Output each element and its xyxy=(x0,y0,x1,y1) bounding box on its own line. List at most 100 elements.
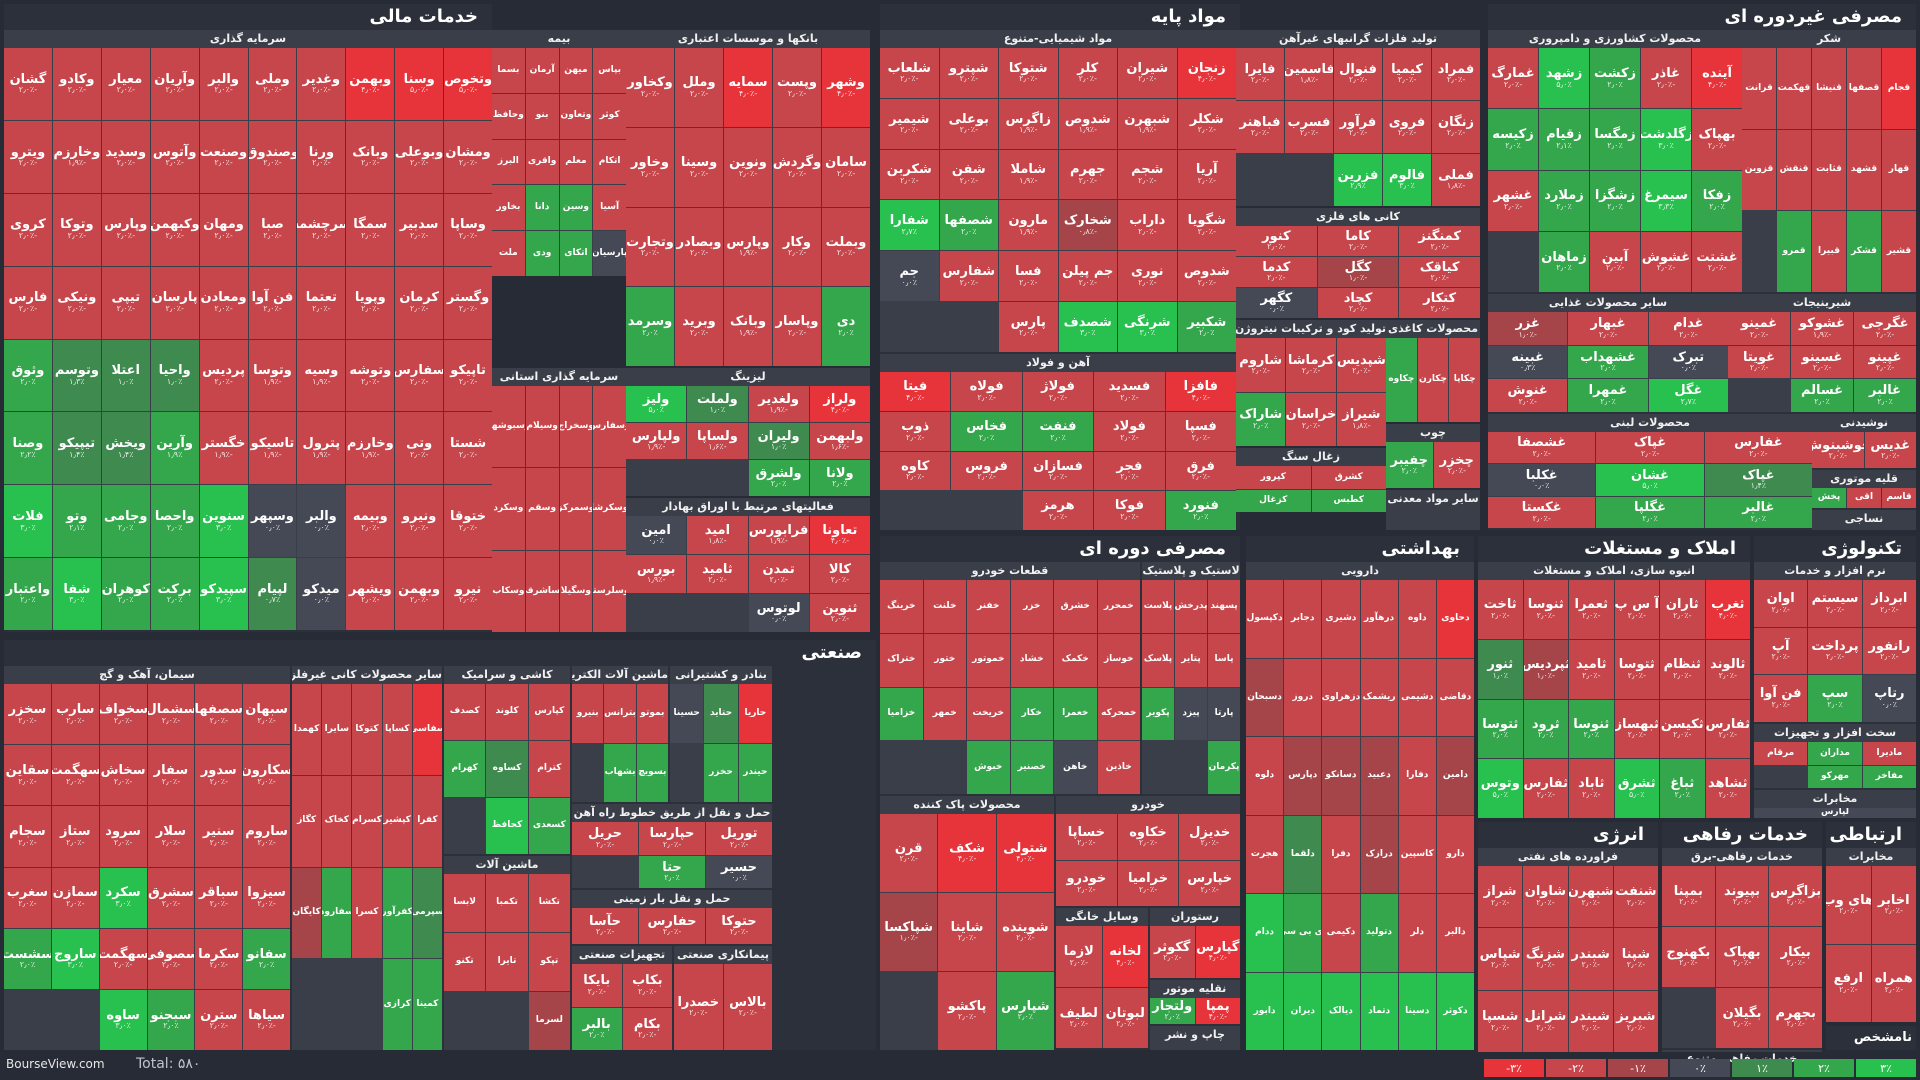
stock-tile[interactable]: خکار۲٫۰٪ xyxy=(1010,687,1053,741)
stock-tile[interactable]: بترانس-۲٫۰٪ xyxy=(604,684,636,743)
stock-tile[interactable]: سفار -۲٫۰٪ xyxy=(147,745,195,806)
stock-tile[interactable]: وملی -۲٫۰٪ xyxy=(248,48,297,120)
stock-tile[interactable]: کمنگنز -۲٫۰٪ xyxy=(1399,226,1480,256)
stock-tile[interactable]: پارتا۰٫۰٪ xyxy=(1208,687,1240,741)
stock-tile[interactable]: شاوان -۲٫۰٪ xyxy=(1523,866,1568,928)
stock-tile[interactable]: خبوش۲٫۰٪ xyxy=(967,741,1010,794)
stock-tile[interactable]: تیپی -۲٫۰٪ xyxy=(101,266,150,339)
stock-tile[interactable]: سترن -۲٫۰٪ xyxy=(195,989,243,1050)
stock-tile[interactable]: فوکا -۲٫۰٪ xyxy=(1094,491,1165,530)
stock-tile[interactable]: دتماد۳٫۱٪ xyxy=(1360,972,1398,1050)
stock-tile[interactable]: فروی -۲٫۰٪ xyxy=(1383,101,1431,153)
stock-tile[interactable]: کالا -۲٫۰٪ xyxy=(809,555,870,593)
stock-tile[interactable]: پاسا-۲٫۰٪ xyxy=(1208,633,1240,687)
stock-tile[interactable]: غپاک ۱٫۴٪ xyxy=(1704,464,1812,496)
stock-tile[interactable]: قاسم-۲٫۰٪ xyxy=(1882,488,1916,508)
stock-tile[interactable]: پلاست-۲٫۰٪ xyxy=(1142,580,1174,633)
stock-tile[interactable]: شپارس ۲٫۰٪ xyxy=(996,972,1054,1050)
stock-tile[interactable]: دی بی سی۲٫۰٪ xyxy=(1284,894,1322,972)
stock-tile[interactable]: ودی۲٫۰٪ xyxy=(525,231,559,276)
stock-tile[interactable]: سامان -۲٫۰٪ xyxy=(822,127,870,207)
stock-tile[interactable]: لخانه -۴٫۰٪ xyxy=(1102,926,1148,987)
stock-tile[interactable]: وسلرستا-۱٫۹٪ xyxy=(593,550,626,632)
stock-tile[interactable]: سپرمی۱٫۰٪ xyxy=(412,867,442,959)
stock-tile[interactable]: قشکر۲٫۰٪ xyxy=(1847,211,1881,292)
stock-tile[interactable]: غسینو -۲٫۰٪ xyxy=(1791,345,1853,379)
stock-tile[interactable]: غالبر ۲٫۰٪ xyxy=(1854,379,1916,412)
stock-tile[interactable]: زاگرس -۱٫۹٪ xyxy=(999,98,1058,149)
stock-tile[interactable]: آینده -۴٫۰٪ xyxy=(1692,48,1742,109)
stock-tile[interactable]: هرمز -۲٫۰٪ xyxy=(1022,491,1094,530)
stock-tile[interactable]: تبرک ۰٫۰٪ xyxy=(1648,345,1728,379)
stock-tile[interactable]: کفرا-۲٫۰٪ xyxy=(412,775,442,867)
stock-tile[interactable]: ملت-۲٫۰٪ xyxy=(492,231,525,276)
stock-tile[interactable]: آرمان-۲٫۰٪ xyxy=(525,48,559,93)
stock-tile[interactable]: سباقر -۲٫۰٪ xyxy=(195,867,243,928)
stock-tile[interactable]: دروز-۲٫۰٪ xyxy=(1284,658,1322,736)
stock-tile[interactable]: سایرا-۲٫۰٪ xyxy=(322,684,352,775)
stock-tile[interactable]: ثاباد -۲٫۰٪ xyxy=(1569,759,1614,818)
stock-tile[interactable]: اتکای۲٫۰٪ xyxy=(559,231,593,276)
stock-tile[interactable]: غگل ۲٫۷٪ xyxy=(1648,379,1728,412)
stock-tile[interactable]: شزنگ -۲٫۰٪ xyxy=(1523,928,1568,990)
stock-tile[interactable]: معیار -۲٫۰٪ xyxy=(101,48,150,120)
stock-tile[interactable]: ساروم -۲٫۰٪ xyxy=(243,806,290,867)
stock-tile[interactable]: سخواف -۲٫۰٪ xyxy=(99,684,147,745)
stock-tile[interactable]: پتایر-۱٫۸٪ xyxy=(1175,633,1207,687)
stock-tile[interactable]: ونیکی -۲٫۰٪ xyxy=(52,266,101,339)
stock-tile[interactable]: وسقم-۱٫۸٪ xyxy=(525,468,559,550)
stock-tile[interactable]: قزوین-۱٫۹٪ xyxy=(1742,129,1776,211)
stock-tile[interactable]: زملارد ۲٫۰٪ xyxy=(1539,170,1589,231)
stock-tile[interactable]: غویتا -۲٫۰٪ xyxy=(1728,345,1790,379)
stock-tile[interactable]: ولتجار ۲٫۰٪ xyxy=(1150,998,1195,1024)
stock-tile[interactable]: شصدف ۳٫۰٪ xyxy=(1058,302,1117,352)
stock-tile[interactable]: تکمبا-۲٫۰٪ xyxy=(486,874,528,932)
stock-tile[interactable]: شکف -۴٫۰٪ xyxy=(938,814,996,892)
stock-tile[interactable]: شفا ۳٫۰٪ xyxy=(52,558,101,630)
stock-tile[interactable]: زنجان -۴٫۰٪ xyxy=(1177,48,1236,98)
stock-tile[interactable]: شاملا -۱٫۹٪ xyxy=(999,149,1058,200)
stock-tile[interactable]: شکبیر ۲٫۰٪ xyxy=(1177,302,1236,352)
stock-tile[interactable]: چکاوه۲٫۰٪ xyxy=(1386,338,1417,422)
stock-tile[interactable]: وساپا -۲٫۰٪ xyxy=(444,193,492,266)
stock-tile[interactable]: دجابر-۲٫۰٪ xyxy=(1284,580,1322,658)
stock-tile[interactable]: ورنا -۲٫۰٪ xyxy=(297,120,346,193)
stock-tile[interactable]: فجر -۲٫۰٪ xyxy=(1094,451,1165,491)
stock-tile[interactable]: اوان -۲٫۰٪ xyxy=(1754,580,1808,627)
stock-tile[interactable]: شستا -۲٫۰٪ xyxy=(444,412,492,485)
stock-tile[interactable]: وسفارس-۱٫۹٪ xyxy=(593,386,626,468)
stock-tile[interactable]: وسیلام-۱٫۸٪ xyxy=(525,386,559,468)
stock-tile[interactable]: اخابر -۲٫۰٪ xyxy=(1871,866,1916,944)
stock-tile[interactable]: کروی -۲٫۰٪ xyxy=(4,193,52,266)
stock-tile[interactable]: فن آوا -۲٫۰٪ xyxy=(1754,675,1808,722)
stock-tile[interactable]: شنفت -۲٫۰٪ xyxy=(1613,866,1658,928)
stock-tile[interactable]: خپارس -۲٫۰٪ xyxy=(1179,860,1240,906)
stock-tile[interactable]: گکوثر -۲٫۰٪ xyxy=(1150,926,1195,978)
stock-tile[interactable]: فلات ۳٫۰٪ xyxy=(4,485,52,558)
stock-tile[interactable]: سفاسی-۴٫۰٪ xyxy=(412,684,442,775)
stock-tile[interactable]: وسپهر ۰٫۰٪ xyxy=(248,485,297,558)
stock-tile[interactable]: فروس -۲٫۰٪ xyxy=(951,451,1022,491)
stock-tile[interactable]: غسالم ۲٫۰٪ xyxy=(1791,379,1853,412)
stock-tile[interactable]: زماهان ۲٫۰٪ xyxy=(1539,231,1589,292)
stock-tile[interactable]: شاینا -۲٫۰٪ xyxy=(938,893,996,971)
stock-tile[interactable]: کمینا۲٫۰٪ xyxy=(412,959,442,1050)
stock-tile[interactable]: کزغال۲٫۰٪ xyxy=(1236,489,1311,512)
stock-tile[interactable]: غنوش -۲٫۰٪ xyxy=(1488,379,1568,412)
stock-tile[interactable]: خشرق-۲٫۰٪ xyxy=(1054,580,1097,633)
stock-tile[interactable]: زکشت ۲٫۰٪ xyxy=(1590,48,1640,109)
stock-tile[interactable]: خموتور-۲٫۰٪ xyxy=(967,633,1010,687)
stock-tile[interactable]: واعتبار ۲٫۰٪ xyxy=(4,558,52,630)
stock-tile[interactable]: تکشا-۲٫۰٪ xyxy=(528,874,570,932)
stock-tile[interactable]: کپارس-۲٫۰٪ xyxy=(528,684,570,740)
stock-tile[interactable]: وپویا -۲٫۰٪ xyxy=(346,266,395,339)
stock-tile[interactable]: سرچشمه-۲٫۰٪ xyxy=(297,193,346,266)
stock-tile[interactable]: رانفور -۲٫۰٪ xyxy=(1862,627,1916,675)
stock-tile[interactable]: سکرد ۳٫۰٪ xyxy=(99,867,147,928)
stock-tile[interactable]: پکویر۲٫۰٪ xyxy=(1142,687,1174,741)
stock-tile[interactable]: شگویا -۲٫۰٪ xyxy=(1177,200,1236,251)
stock-tile[interactable]: شاراک ۲٫۰٪ xyxy=(1236,392,1286,446)
stock-tile[interactable]: فن آوا -۲٫۰٪ xyxy=(248,266,297,339)
stock-tile[interactable]: غکستا -۲٫۰٪ xyxy=(1488,496,1596,528)
stock-tile[interactable]: ثاخت -۲٫۰٪ xyxy=(1478,580,1523,639)
